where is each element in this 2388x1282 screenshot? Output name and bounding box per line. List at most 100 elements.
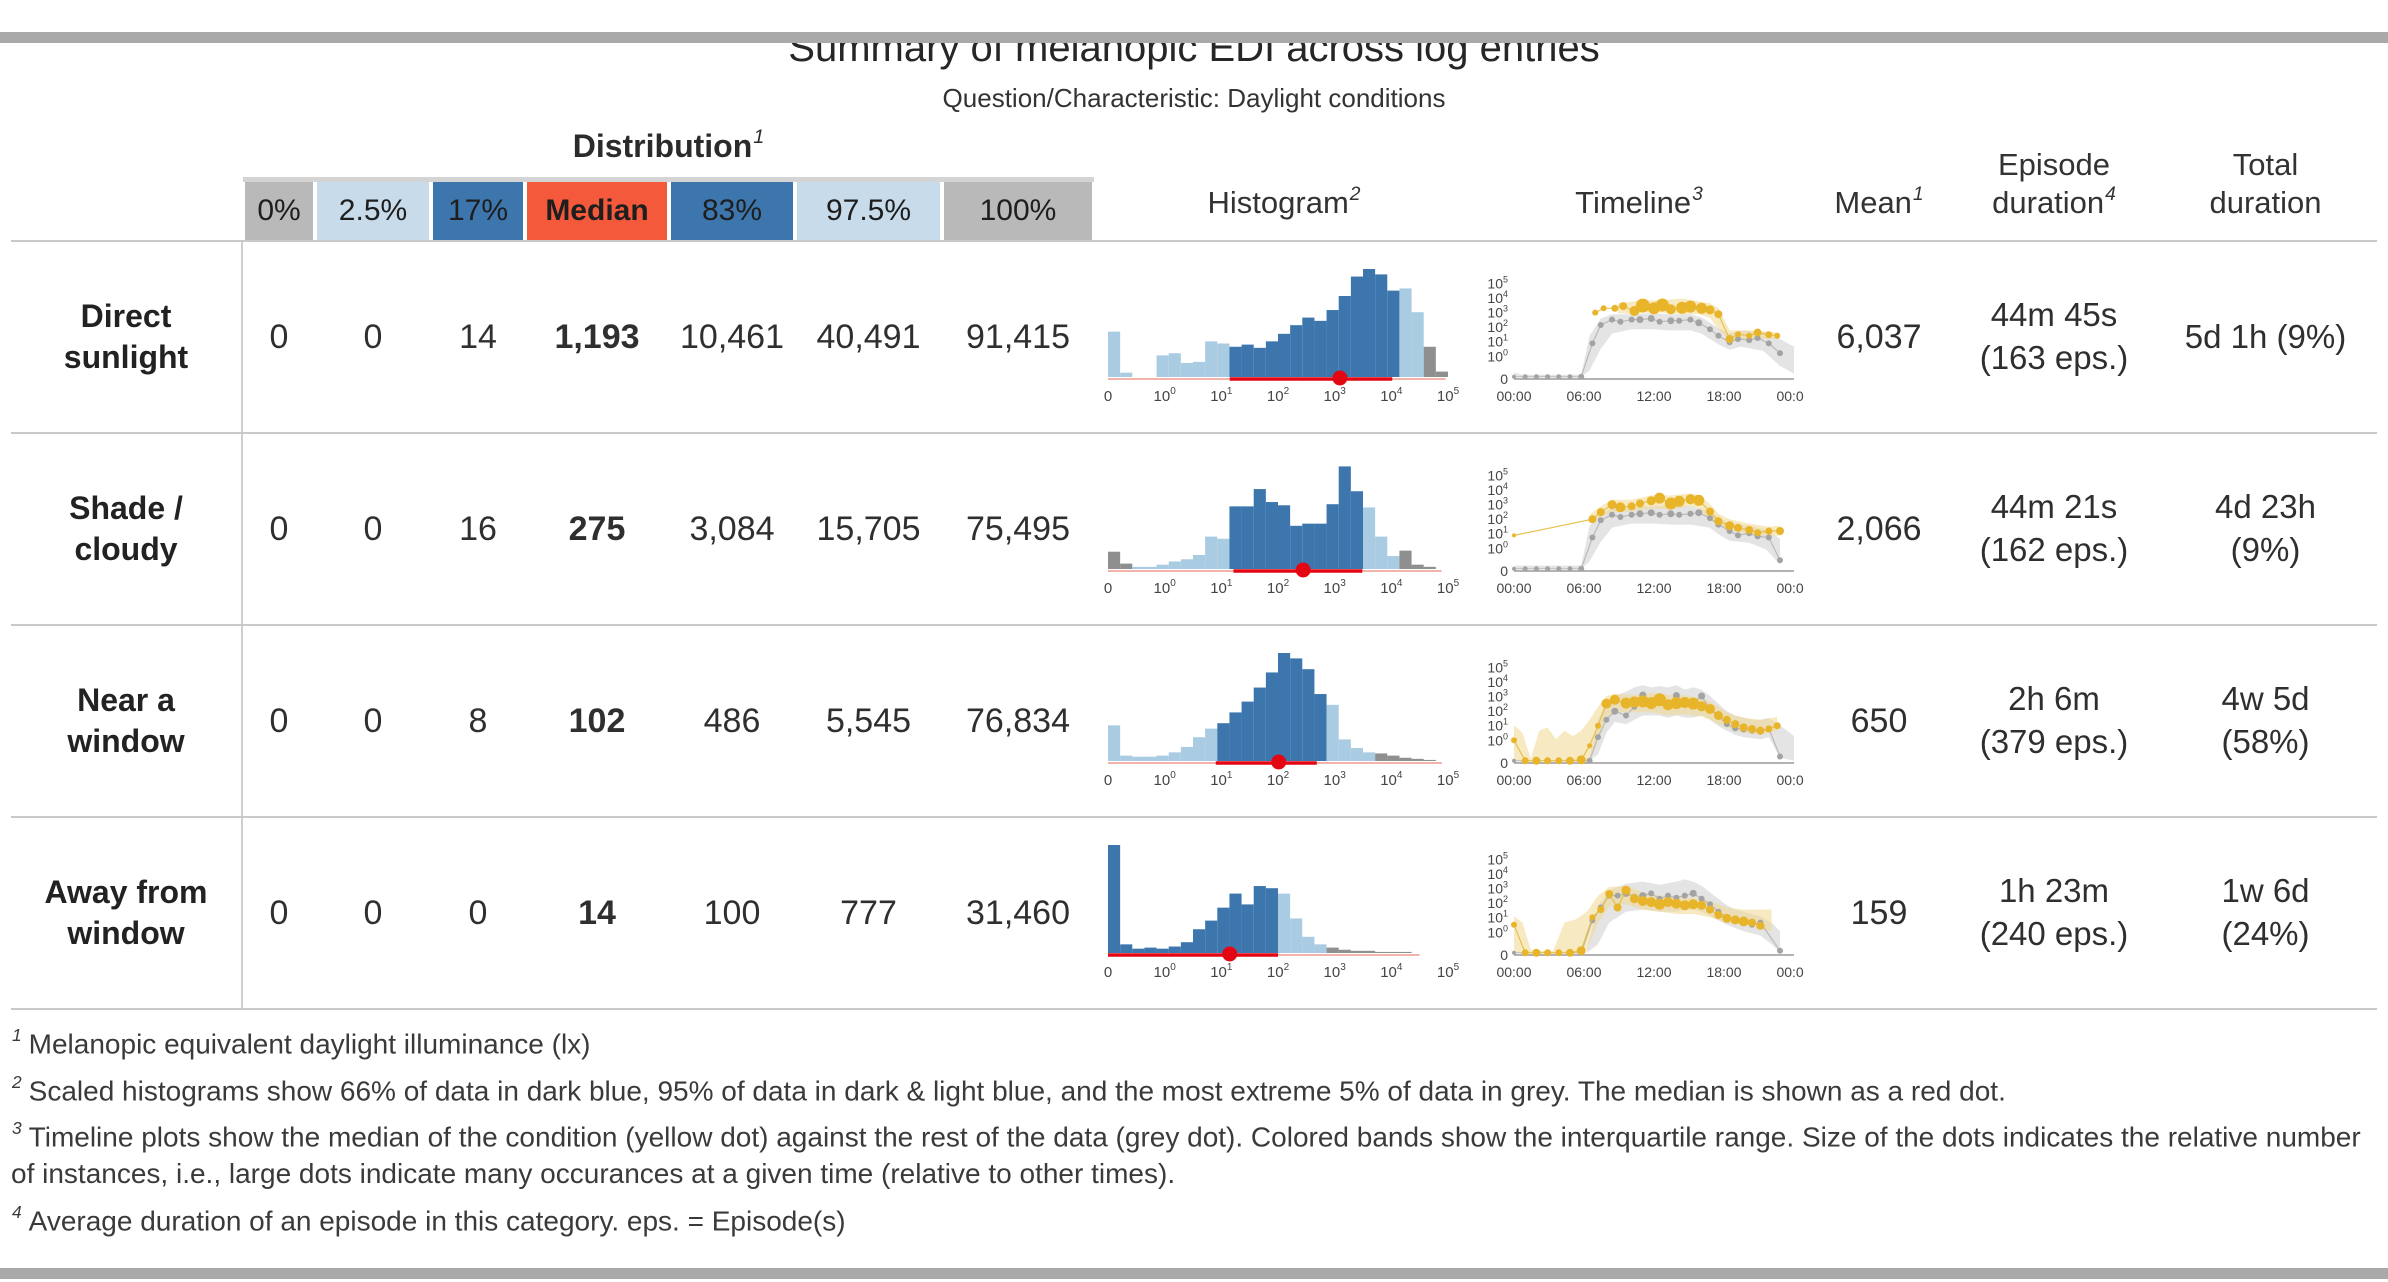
value-text: 486 [703, 701, 761, 740]
condition-label-line: Near a [77, 682, 175, 719]
timeline-cell: 105 104 103 102 101 100 0 00:00 06:00 12:00 18:00 0… [1474, 242, 1804, 432]
episode-duration-value: 2h 6m (379 eps.) [1954, 626, 2154, 816]
svg-text:103: 103 [1324, 386, 1347, 405]
top-rule [0, 32, 2388, 43]
timeline-cell: 105 104 103 102 101 100 0 00:00 06:00 12:00 18:00 0… [1474, 818, 1804, 1008]
value-text: 5,545 [825, 701, 912, 740]
svg-text:102: 102 [1267, 770, 1290, 789]
svg-text:0: 0 [1104, 772, 1112, 789]
svg-text:100: 100 [1487, 923, 1508, 940]
percentile-chip: 0% [245, 182, 313, 240]
svg-text:101: 101 [1210, 578, 1233, 597]
svg-text:103: 103 [1487, 880, 1508, 897]
value-text: 102 [568, 701, 626, 740]
svg-text:0: 0 [1104, 580, 1112, 597]
total-duration-value-line: 5d 1h (9%) [2184, 317, 2347, 355]
percentile-value: 31,460 [942, 818, 1094, 1008]
episode-duration-value-line: (240 eps.) [1979, 915, 2129, 952]
percentile-value: 0 [315, 242, 431, 432]
svg-text:104: 104 [1380, 578, 1403, 597]
mean-value: 6,037 [1804, 242, 1954, 432]
svg-text:102: 102 [1267, 386, 1290, 405]
median-value: 14 [525, 818, 669, 1008]
svg-text:101: 101 [1487, 333, 1508, 350]
svg-text:102: 102 [1487, 894, 1508, 911]
percentile-value: 15,705 [795, 434, 942, 624]
svg-text:00:00: 00:00 [1496, 772, 1531, 788]
median-value: 275 [525, 434, 669, 624]
value-text: 0 [269, 509, 289, 548]
svg-text:101: 101 [1210, 770, 1233, 789]
histogram-cell: 0 100 101 102 103 104 105 [1094, 818, 1474, 1008]
percentile-value: 8 [431, 626, 525, 816]
mean-text: 159 [1850, 893, 1908, 932]
percentile-value: 0 [315, 626, 431, 816]
table-header-row: Distribution1 0% 2.5% 17% Median 83% 97.5% 100… [11, 126, 2377, 240]
svg-text:0: 0 [1500, 947, 1508, 963]
distribution-footnote-marker: 1 [753, 126, 765, 149]
distribution-header-label: Distribution [572, 128, 753, 164]
footnotes: 1 Melanopic equivalent daylight illuminan… [0, 1010, 2388, 1239]
histogram-chart: 0 100 101 102 103 104 105 [1104, 653, 1460, 789]
percentile-value: 91,415 [942, 242, 1094, 432]
svg-text:105: 105 [1487, 274, 1508, 291]
mean-value: 2,066 [1804, 434, 1954, 624]
svg-text:103: 103 [1324, 770, 1347, 789]
condition-label-line: window [67, 723, 185, 759]
svg-text:00:00: 00:00 [1496, 964, 1531, 980]
mean-text: 2,066 [1836, 509, 1922, 548]
svg-text:12:00: 12:00 [1636, 964, 1671, 980]
value-text: 100 [703, 893, 761, 932]
condition-label: Shade / cloudy [11, 434, 243, 624]
svg-text:12:00: 12:00 [1636, 580, 1671, 596]
svg-text:103: 103 [1487, 304, 1508, 321]
percentile-chip-label: 83% [701, 194, 763, 227]
condition-label: Direct sunlight [11, 242, 243, 432]
percentile-value: 10,461 [669, 242, 795, 432]
mean-value: 159 [1804, 818, 1954, 1008]
total-duration-value-line: 4d 23h [2215, 488, 2316, 526]
value-text: 16 [459, 509, 497, 548]
percentile-chip-label: 97.5% [825, 194, 912, 227]
distribution-header: Distribution1 [243, 126, 1094, 165]
svg-text:105: 105 [1487, 850, 1508, 867]
svg-text:104: 104 [1487, 289, 1508, 306]
svg-text:00:00: 00:00 [1776, 964, 1804, 980]
percentile-chip-label: Median [545, 194, 649, 227]
svg-text:103: 103 [1324, 578, 1347, 597]
timeline-cell: 105 104 103 102 101 100 0 00:00 06:00 12:00 18:00 0… [1474, 434, 1804, 624]
table-row: Away from window 0 0 0 14 100 777 31,460 0 100 101 1… [11, 816, 2377, 1008]
percentile-value: 3,084 [669, 434, 795, 624]
percentile-value: 0 [431, 818, 525, 1008]
timeline-cell: 105 104 103 102 101 100 0 00:00 06:00 12:00 18:00 0… [1474, 626, 1804, 816]
value-text: 75,495 [966, 509, 1070, 548]
percentile-value: 16 [431, 434, 525, 624]
episode-duration-value: 44m 21s (162 eps.) [1954, 434, 2154, 624]
percentile-chip: 2.5% [317, 182, 429, 240]
page-subtitle: Question/Characteristic: Daylight condit… [942, 83, 1446, 113]
value-text: 31,460 [966, 893, 1070, 932]
percentile-value: 75,495 [942, 434, 1094, 624]
percentile-chip-row: 0% 2.5% 17% Median 83% 97.5% 100% [243, 177, 1094, 240]
percentile-chip-label: 0% [257, 194, 301, 227]
percentile-value: 5,545 [795, 626, 942, 816]
svg-text:105: 105 [1487, 658, 1508, 675]
value-text: 0 [468, 893, 488, 932]
value-text: 1,193 [554, 317, 640, 356]
summary-table: Distribution1 0% 2.5% 17% Median 83% 97.5% 100… [0, 126, 2388, 1010]
mean-text: 6,037 [1836, 317, 1922, 356]
value-text: 14 [459, 317, 497, 356]
svg-text:101: 101 [1487, 717, 1508, 734]
svg-text:00:00: 00:00 [1776, 580, 1804, 596]
svg-text:105: 105 [1487, 466, 1508, 483]
svg-text:101: 101 [1487, 909, 1508, 926]
timeline-footnote-marker: 3 [1692, 183, 1703, 205]
svg-text:0: 0 [1500, 755, 1508, 771]
mean-header: Mean1 [1834, 183, 1924, 221]
svg-text:104: 104 [1380, 962, 1403, 981]
episode-footnote-marker: 4 [2105, 183, 2116, 205]
svg-text:101: 101 [1210, 962, 1233, 981]
histogram-chart: 0 100 101 102 103 104 105 [1104, 845, 1460, 981]
svg-text:100: 100 [1154, 578, 1177, 597]
